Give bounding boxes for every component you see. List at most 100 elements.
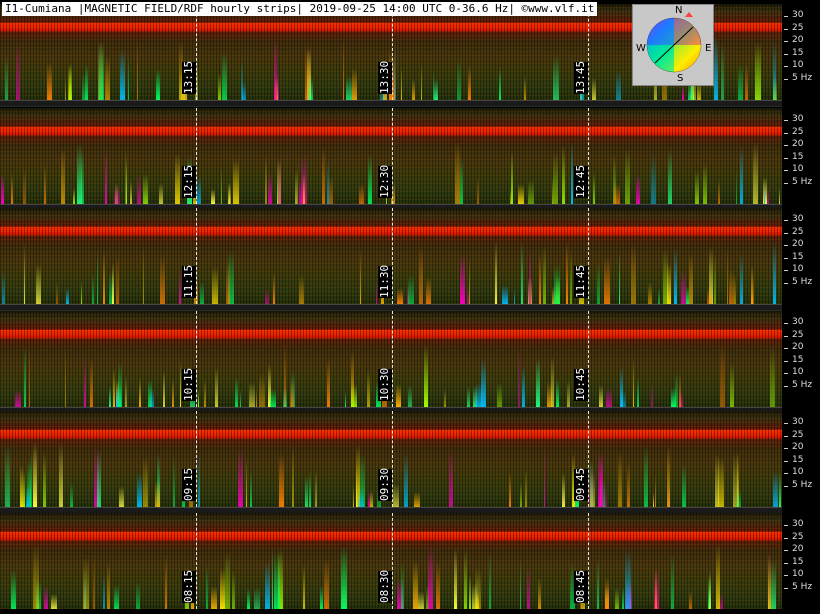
signal-burst [1, 173, 4, 204]
signal-burst [469, 259, 470, 304]
signal-burst [265, 288, 269, 304]
time-divider [588, 108, 589, 204]
signal-burst [5, 445, 10, 507]
strip-separator [0, 304, 782, 311]
signal-burst [763, 177, 767, 204]
signal-burst [719, 593, 723, 609]
time-label: 13:15 [182, 60, 196, 94]
signal-burst [751, 265, 753, 304]
signal-burst [278, 548, 283, 609]
signal-burst [220, 568, 225, 609]
signal-burst [536, 358, 540, 407]
time-label: 09:15 [182, 467, 196, 501]
signal-burst [43, 452, 46, 507]
signal-burst [73, 188, 75, 204]
signal-burst [27, 461, 31, 507]
compass-wheel-icon [646, 12, 702, 73]
time-divider [196, 108, 197, 204]
tick-label: 20 [792, 139, 804, 149]
signal-burst [570, 250, 572, 304]
signal-burst [268, 364, 271, 407]
signal-burst [112, 263, 114, 304]
signal-burst [130, 181, 132, 204]
signal-burst [426, 585, 429, 609]
power-band [0, 23, 782, 31]
signal-burst [412, 79, 415, 100]
signal-burst [475, 568, 481, 609]
signal-burst [277, 70, 279, 100]
signal-burst [697, 81, 701, 100]
signal-burst [56, 281, 58, 304]
tick-mark [784, 283, 788, 284]
signal-burst [740, 145, 743, 204]
signal-burst [228, 182, 230, 204]
signal-burst [103, 250, 105, 304]
signal-burst [714, 253, 716, 304]
signal-burst [658, 288, 660, 304]
signal-burst [625, 550, 631, 609]
signal-burst [204, 379, 206, 407]
signal-burst [426, 277, 431, 304]
signal-burst [249, 382, 255, 407]
signal-burst [651, 383, 653, 407]
signal-burst [358, 489, 364, 507]
time-label: 10:15 [182, 367, 196, 401]
signal-burst [119, 486, 124, 507]
signal-burst [160, 256, 165, 304]
signal-burst [551, 356, 554, 407]
signal-burst [297, 163, 298, 204]
signal-burst [472, 583, 477, 609]
signal-burst [284, 343, 286, 407]
signal-burst [215, 367, 218, 407]
tick-label: 25 [792, 23, 804, 33]
signal-burst [44, 586, 48, 609]
signal-burst [604, 258, 610, 304]
signal-burst [740, 254, 743, 304]
tick-mark [784, 461, 788, 462]
power-band [0, 532, 782, 540]
frequency-axis: 30 25 20 15 10 5 Hz [782, 513, 820, 609]
signal-burst [633, 356, 634, 407]
signal-burst [137, 38, 138, 100]
signal-burst [66, 288, 69, 304]
signal-burst [93, 554, 95, 609]
signal-burst [256, 389, 257, 407]
signal-burst [320, 586, 323, 609]
tick-label: 15 [792, 557, 804, 567]
tick-label: 20 [792, 342, 804, 352]
signal-burst [520, 558, 521, 609]
signal-burst [368, 491, 370, 507]
signal-burst [404, 454, 408, 507]
signal-burst [436, 562, 440, 609]
signal-burst [5, 56, 8, 100]
signal-burst [613, 154, 616, 204]
tick-label: 5 Hz [792, 73, 813, 83]
signal-burst [528, 180, 534, 204]
signal-burst [212, 267, 218, 304]
signal-burst [567, 381, 570, 407]
signal-burst [81, 151, 84, 204]
tick-mark [784, 525, 788, 526]
tick-label: 15 [792, 252, 804, 262]
signal-burst [238, 449, 243, 507]
page-title: I1-Cumiana |MAGNETIC FIELD/RDF hourly st… [2, 2, 598, 16]
signal-burst [329, 176, 333, 204]
signal-burst [229, 183, 231, 204]
signal-burst [454, 548, 457, 609]
signal-burst [172, 379, 174, 407]
signal-burst [70, 483, 73, 507]
signal-burst [109, 272, 114, 304]
tick-label: 25 [792, 430, 804, 440]
signal-burst [20, 465, 23, 507]
signal-burst [65, 76, 66, 100]
signal-burst [250, 471, 252, 507]
signal-burst [592, 78, 596, 100]
signal-burst [69, 63, 72, 100]
time-label: 10:30 [378, 367, 392, 401]
signal-burst [721, 42, 724, 100]
tick-label: 15 [792, 48, 804, 58]
signal-burst [510, 188, 511, 204]
signal-burst [16, 43, 20, 100]
signal-burst [518, 344, 520, 407]
signal-burst [225, 552, 230, 609]
